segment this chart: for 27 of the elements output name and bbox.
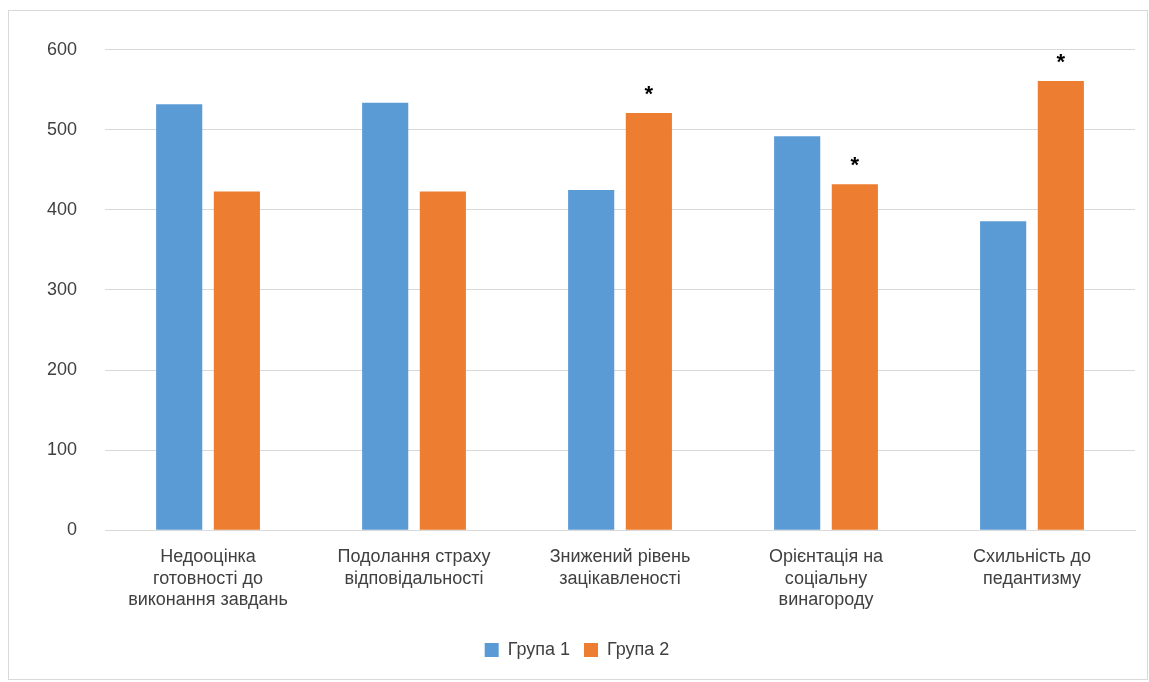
y-tick-label: 300 xyxy=(46,278,78,299)
y-tick-label: 500 xyxy=(46,118,78,139)
y-tick-label: 0 xyxy=(67,519,78,540)
bar xyxy=(156,104,203,530)
bar xyxy=(419,191,466,530)
data-label: * xyxy=(1056,49,1066,75)
legend-label: Група 2 xyxy=(607,638,670,659)
x-tick-label: Знижений рівень зацікавленості xyxy=(549,545,691,588)
data-label: * xyxy=(850,152,860,178)
bar xyxy=(980,221,1027,530)
bar xyxy=(568,189,615,530)
data-label: * xyxy=(644,81,654,107)
x-tick-label: Подолання страху відповідальності xyxy=(337,545,491,588)
legend-label: Група 1 xyxy=(507,638,571,659)
x-tick-label: Орієнтація на соціальну винагороду xyxy=(768,545,885,610)
bar xyxy=(1037,81,1084,530)
bar xyxy=(831,184,878,530)
bar xyxy=(362,102,409,530)
y-tick-label: 200 xyxy=(46,359,78,380)
x-tick-label: Схильність до педантизму xyxy=(973,545,1092,588)
bar xyxy=(774,136,821,530)
bar xyxy=(213,191,260,530)
y-tick-label: 600 xyxy=(46,38,78,59)
y-tick-label: 400 xyxy=(46,198,78,219)
bar xyxy=(625,113,672,530)
x-tick-label: Недооцінка готовності до виконання завдань xyxy=(128,545,288,610)
y-tick-label: 100 xyxy=(46,439,78,460)
